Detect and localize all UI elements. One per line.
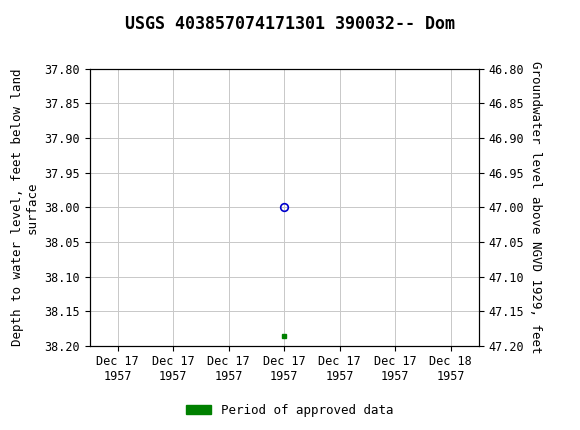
Text: USGS 403857074171301 390032-- Dom: USGS 403857074171301 390032-- Dom [125,15,455,33]
Y-axis label: Depth to water level, feet below land
surface: Depth to water level, feet below land su… [11,69,39,346]
Y-axis label: Groundwater level above NGVD 1929, feet: Groundwater level above NGVD 1929, feet [530,61,542,354]
Text: ▒USGS: ▒USGS [9,7,78,25]
Legend: Period of approved data: Period of approved data [181,399,399,421]
